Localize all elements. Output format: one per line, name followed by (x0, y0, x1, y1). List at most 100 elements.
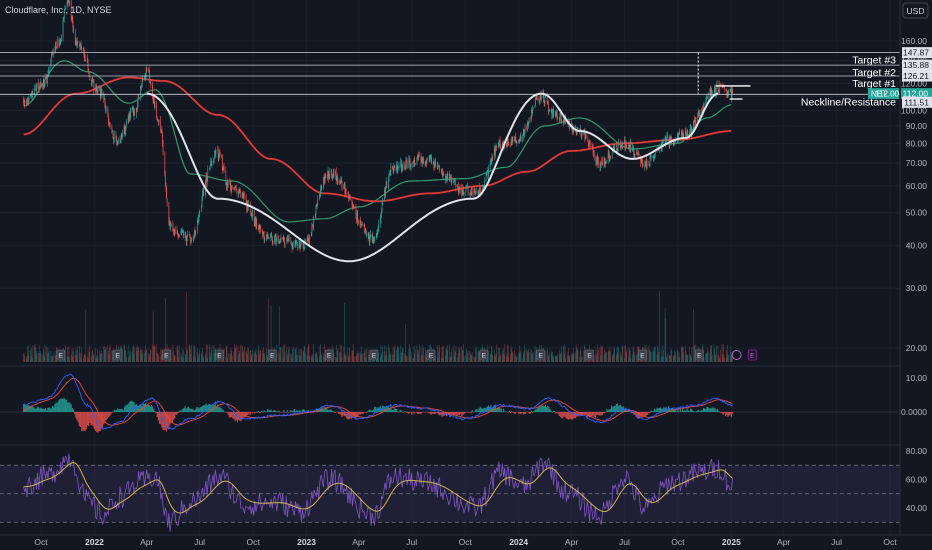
candle-body (581, 134, 582, 137)
volume-bar (287, 353, 289, 362)
candle-body (128, 114, 130, 119)
candle-body (393, 167, 395, 171)
macd-pane[interactable] (0, 373, 900, 433)
volume-bar (547, 356, 549, 362)
candle-body (596, 157, 598, 165)
candle-body (595, 156, 597, 164)
candle-body (697, 111, 699, 116)
volume-bar (107, 344, 109, 362)
candle-body (528, 117, 530, 122)
volume-bar (141, 353, 143, 362)
macd-histogram-bar (529, 412, 531, 414)
candle-body (360, 220, 361, 225)
volume-bar (381, 354, 382, 362)
macd-histogram-bar (160, 412, 162, 425)
candle-body (373, 237, 374, 244)
candle-body (47, 73, 49, 77)
volume-bar (515, 357, 517, 362)
macd-histogram-bar (363, 412, 365, 413)
candle-body (488, 168, 489, 177)
volume-bar (279, 354, 281, 362)
candle-body (165, 174, 166, 183)
macd-histogram-bar (694, 411, 696, 412)
candle-body (552, 112, 553, 116)
candle-body (453, 181, 454, 184)
macd-histogram-bar (435, 412, 437, 413)
volume-bar (625, 351, 627, 362)
macd-histogram-bar (526, 411, 528, 413)
volume-bar (620, 352, 621, 362)
candle-body (30, 94, 32, 96)
macd-histogram-bar (90, 412, 92, 425)
volume-bar (514, 356, 516, 362)
volume-bar (450, 352, 452, 362)
volume-bar (506, 356, 507, 362)
level-price-tag (902, 70, 932, 82)
macd-histogram-bar (707, 407, 709, 412)
macd-histogram-bar (557, 412, 559, 415)
volume-bar (470, 353, 471, 362)
candle-body (113, 138, 114, 141)
volume-bar (563, 344, 565, 362)
candle-body (341, 182, 343, 190)
volume-bar (597, 344, 599, 362)
volume-bar (83, 357, 84, 362)
time-axis[interactable]: Oct 2022 Apr Jul Oct 2023 Apr Jul Oct 2024 Apr Jul O… (34, 537, 897, 547)
candle-body (40, 82, 41, 84)
macd-histogram-bar (124, 406, 126, 412)
candle-body (695, 120, 697, 122)
volume-bar (633, 351, 635, 362)
volume-bar (612, 356, 614, 362)
candle-body (36, 87, 37, 90)
candle-body (234, 189, 235, 190)
volume-bar (422, 344, 424, 362)
candle-body (99, 88, 101, 98)
volume-bar (445, 355, 446, 362)
candle-body (433, 161, 435, 166)
candle-body (250, 206, 252, 216)
volume-bar (209, 352, 211, 362)
candle-body (601, 160, 603, 164)
candle-body (499, 139, 500, 142)
macd-histogram-bar (203, 404, 205, 412)
rsi-pane[interactable] (0, 453, 900, 532)
candle-body (429, 158, 431, 160)
currency-button[interactable] (902, 2, 929, 19)
candle-body (372, 237, 374, 241)
candle-body (722, 86, 723, 88)
macd-histogram-bar (358, 412, 361, 415)
macd-histogram-bar (371, 410, 373, 412)
volume-bar (230, 347, 232, 362)
time-tick-label: Apr (140, 537, 153, 547)
candle-body (275, 235, 277, 244)
candle-body (235, 185, 237, 188)
volume-bar (235, 344, 237, 362)
candle-body (295, 240, 296, 245)
macd-histogram-bar (697, 410, 699, 412)
candle-body (178, 234, 180, 237)
candle-body (536, 98, 538, 100)
macd-histogram-bar (221, 409, 223, 412)
macd-histogram-bar (616, 403, 619, 412)
volume-bar (568, 355, 570, 362)
candle-body (474, 188, 475, 193)
volume-bar (556, 355, 557, 362)
volume-bar (47, 347, 49, 362)
macd-histogram-bar (693, 411, 695, 413)
volume-bar (124, 349, 126, 362)
candle-body (38, 83, 40, 89)
macd-histogram-bar (691, 409, 693, 412)
macd-histogram-bar (497, 408, 499, 412)
candle-body (540, 93, 542, 99)
candle-body (197, 220, 199, 223)
volume-bar (478, 352, 480, 362)
candle-body (59, 41, 61, 44)
candle-body (425, 161, 427, 164)
volume-bar (499, 356, 501, 362)
candle-body (35, 89, 37, 90)
volume-bar (489, 353, 491, 362)
macd-histogram-bar (131, 400, 133, 412)
candle-body (302, 241, 304, 245)
